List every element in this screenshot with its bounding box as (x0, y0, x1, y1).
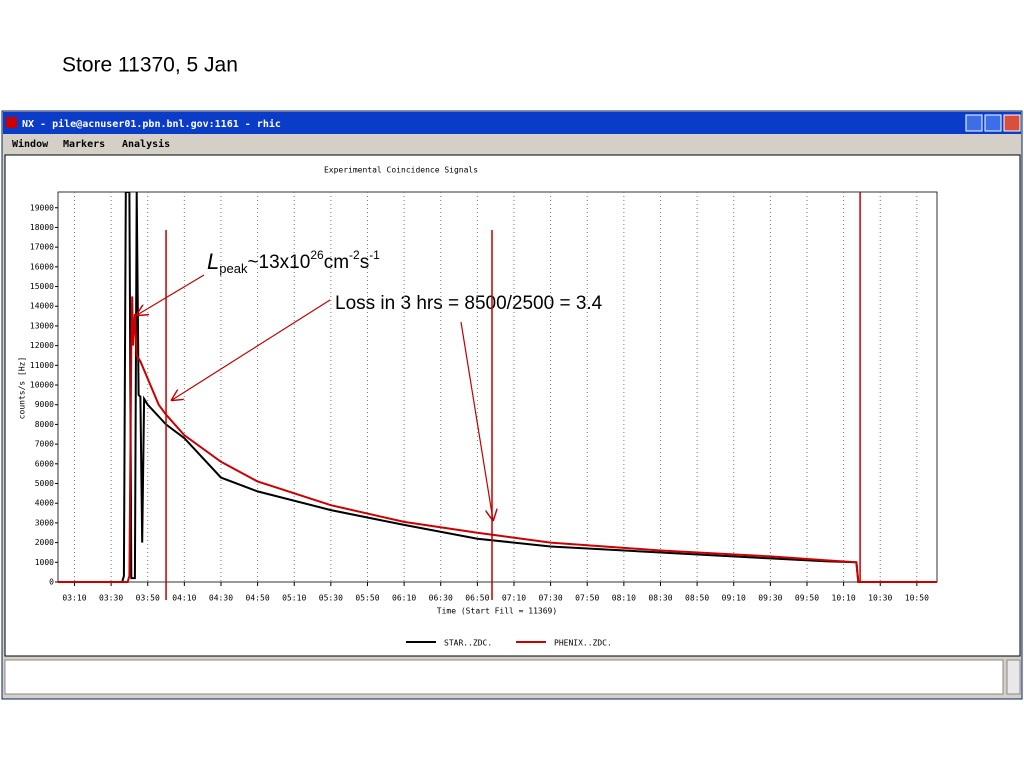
x-tick-label: 05:30 (319, 594, 343, 603)
ann-part: ~13x10 (247, 252, 310, 273)
chart-title: Experimental Coincidence Signals (324, 166, 478, 175)
ann-part: -2 (349, 248, 360, 262)
loss-annotation: Loss in 3 hrs = 8500/2500 = 3.4 (335, 293, 603, 314)
x-tick-label: 06:50 (465, 594, 489, 603)
chart-panel (4, 154, 1021, 657)
x-tick-label: 08:50 (685, 594, 709, 603)
x-tick-label: 10:10 (832, 594, 856, 603)
x-tick-label: 07:30 (539, 594, 563, 603)
y-tick-label: 6000 (35, 459, 54, 468)
ann-part: -1 (369, 248, 380, 262)
y-tick-label: 5000 (35, 479, 54, 488)
x-tick-label: 04:50 (246, 594, 270, 603)
y-tick-label: 7000 (35, 440, 54, 449)
y-tick-label: 19000 (30, 203, 54, 212)
x-tick-label: 09:50 (795, 594, 819, 603)
x-tick-label: 06:10 (392, 594, 416, 603)
ann-part: L (207, 249, 219, 274)
plot-frame (57, 191, 938, 583)
ann-part: 26 (310, 248, 324, 262)
ann-part: peak (219, 261, 248, 276)
menu-item[interactable]: Markers (63, 139, 105, 150)
app-icon (6, 117, 17, 128)
x-tick-label: 05:10 (282, 594, 306, 603)
y-tick-label: 0 (49, 578, 54, 587)
x-axis-label: Time (Start Fill = 11369) (437, 607, 557, 616)
legend-label: PHENIX..ZDC. (554, 639, 612, 648)
x-tick-label: 05:50 (355, 594, 379, 603)
x-tick-label: 08:30 (648, 594, 672, 603)
y-tick-label: 11000 (30, 361, 54, 370)
y-tick-label: 2000 (35, 538, 54, 547)
maximize-button[interactable] (984, 114, 1002, 132)
legend-label: STAR..ZDC. (444, 639, 492, 648)
series-line (58, 296, 937, 583)
y-tick-label: 14000 (30, 302, 54, 311)
y-tick-label: 10000 (30, 381, 54, 390)
y-tick-label: 18000 (30, 223, 54, 232)
annotation-arrow (460, 321, 493, 520)
y-tick-label: 9000 (35, 400, 54, 409)
window-title: NX - pile@acnuser01.pbn.bnl.gov:1161 - r… (22, 118, 281, 130)
x-tick-label: 09:30 (758, 594, 782, 603)
menu-item[interactable]: Analysis (122, 138, 170, 150)
ann-part: cm (324, 252, 349, 273)
x-tick-label: 10:30 (868, 594, 892, 603)
y-tick-label: 16000 (30, 262, 54, 271)
x-tick-label: 07:10 (502, 594, 526, 603)
slide-title: Store 11370, 5 Jan (62, 54, 238, 77)
x-tick-label: 06:30 (429, 594, 453, 603)
annotation-arrow (172, 299, 331, 400)
x-tick-label: 03:30 (99, 594, 123, 603)
y-tick-label: 4000 (35, 499, 54, 508)
minimize-button[interactable] (965, 114, 983, 132)
y-tick-label: 15000 (30, 282, 54, 291)
x-tick-label: 04:10 (172, 594, 196, 603)
menu-item[interactable]: Window (12, 138, 49, 150)
y-axis-label: counts/s [Hz] (18, 357, 27, 420)
x-tick-label: 10:50 (905, 594, 929, 603)
luminosity-annotation: Lpeak~13x1026cm-2s-1 (207, 248, 380, 276)
text-box[interactable] (4, 659, 1004, 695)
y-tick-label: 3000 (35, 518, 54, 527)
y-tick-label: 8000 (35, 420, 54, 429)
y-tick-label: 17000 (30, 243, 54, 252)
x-tick-label: 08:10 (612, 594, 636, 603)
y-tick-label: 13000 (30, 321, 54, 330)
y-tick-label: 12000 (30, 341, 54, 350)
ann-part: s (360, 252, 370, 273)
x-tick-label: 07:50 (575, 594, 599, 603)
x-tick-label: 03:10 (62, 594, 86, 603)
title-bar (3, 112, 1021, 134)
x-tick-label: 04:30 (209, 594, 233, 603)
annotation-arrow (137, 274, 205, 315)
x-tick-label: 03:50 (136, 594, 160, 603)
x-tick-label: 09:10 (722, 594, 746, 603)
scrollbar[interactable] (1006, 659, 1021, 695)
y-tick-label: 1000 (35, 558, 54, 567)
close-button[interactable] (1003, 114, 1021, 132)
